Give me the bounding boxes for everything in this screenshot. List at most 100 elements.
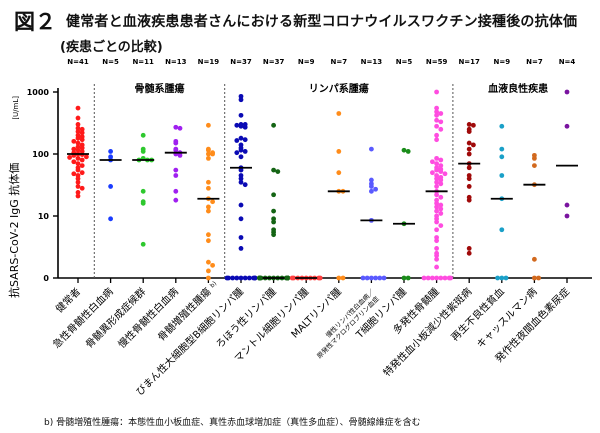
data-point [234, 275, 240, 281]
data-point [140, 200, 146, 206]
data-point [210, 199, 216, 205]
data-point [336, 170, 342, 176]
data-point [405, 149, 411, 154]
data-point [177, 125, 183, 131]
data-point [238, 202, 244, 208]
data-point [75, 129, 81, 134]
data-point [434, 89, 439, 95]
data-point [173, 124, 179, 130]
chart-subtitle: (疾患ごとの比較) [60, 40, 163, 55]
data-point [536, 275, 541, 281]
data-point [173, 173, 179, 178]
data-point [75, 190, 81, 195]
data-point [257, 275, 262, 281]
data-point [438, 211, 444, 216]
data-point [173, 188, 179, 194]
data-point [466, 140, 472, 146]
data-point [173, 147, 179, 153]
data-point [238, 246, 244, 251]
data-point [252, 275, 258, 281]
data-point [438, 169, 444, 175]
data-point [336, 275, 342, 281]
category-label: キャッスルマン病 [474, 285, 540, 351]
data-point [434, 204, 439, 210]
data-point [206, 238, 211, 244]
data-point [434, 176, 439, 182]
data-point [499, 146, 505, 152]
data-point [564, 89, 570, 95]
data-point [360, 275, 366, 281]
data-point [271, 208, 276, 214]
category-label: 健常者 [53, 285, 83, 315]
data-point [471, 142, 476, 148]
data-point [206, 147, 211, 153]
data-point [430, 159, 435, 165]
data-point [336, 149, 342, 154]
data-point [84, 154, 89, 160]
data-point [206, 122, 211, 128]
data-point [242, 275, 248, 281]
n-count-label: N=17 [458, 58, 480, 66]
data-point [369, 184, 374, 189]
data-point [234, 150, 240, 156]
data-point [401, 275, 407, 281]
data-point [234, 122, 240, 128]
data-point [401, 147, 407, 153]
y-axis-unit: [U/mL] [12, 96, 20, 120]
data-point [247, 275, 252, 281]
n-count-label: N=59 [426, 58, 448, 66]
data-point [438, 194, 444, 200]
data-point [238, 112, 244, 118]
data-point [71, 138, 77, 144]
data-point [448, 275, 453, 281]
data-point [434, 275, 439, 281]
data-point [373, 275, 378, 281]
data-point [434, 184, 439, 189]
n-count-label: N=5 [396, 58, 413, 66]
data-point [173, 167, 179, 173]
data-point [434, 123, 439, 129]
data-point [438, 223, 444, 229]
data-point [285, 275, 290, 281]
data-point [206, 232, 211, 238]
y-axis-label: 抗SARS-CoV-2 IgG 抗体価 [7, 163, 21, 298]
data-point [438, 126, 444, 132]
data-point [271, 122, 276, 128]
data-point [466, 122, 472, 127]
category-label: 骨髄異形成症候群 [83, 285, 149, 351]
data-point [140, 188, 146, 194]
chart-title: 健常者と血液疾患患者さんにおける新型コロナウイルスワクチン接種後の抗体価 [66, 14, 578, 30]
data-point [67, 155, 72, 160]
data-point [466, 184, 472, 189]
data-point [434, 109, 439, 115]
data-point [466, 151, 472, 157]
data-point [79, 163, 85, 168]
data-point [434, 219, 439, 225]
data-point [238, 97, 244, 103]
footnote: b) 骨髄増殖性腫瘍：本態性血小板血症、真性赤血球増加症（真性多血症）、骨髄線維… [44, 418, 421, 428]
data-point [242, 182, 248, 188]
n-count-label: N=7 [330, 58, 347, 66]
y-tick-label: 0 [43, 274, 49, 283]
data-point [75, 147, 81, 153]
data-point [79, 157, 85, 163]
data-point [238, 275, 244, 281]
data-point [430, 170, 435, 176]
n-count-label: N=41 [67, 58, 89, 66]
data-point [242, 137, 248, 143]
data-point [364, 275, 370, 281]
data-point [317, 275, 323, 281]
data-point [275, 169, 281, 175]
data-point [230, 275, 236, 281]
data-point [71, 171, 77, 177]
data-point [434, 117, 439, 123]
data-point [434, 161, 439, 167]
data-point [466, 176, 472, 182]
data-point [173, 140, 179, 146]
data-point [75, 122, 81, 127]
data-point [434, 200, 439, 206]
group-label: 血液良性疾患 [488, 82, 548, 95]
data-point [442, 275, 448, 281]
data-point [499, 154, 505, 160]
data-point [79, 126, 85, 132]
